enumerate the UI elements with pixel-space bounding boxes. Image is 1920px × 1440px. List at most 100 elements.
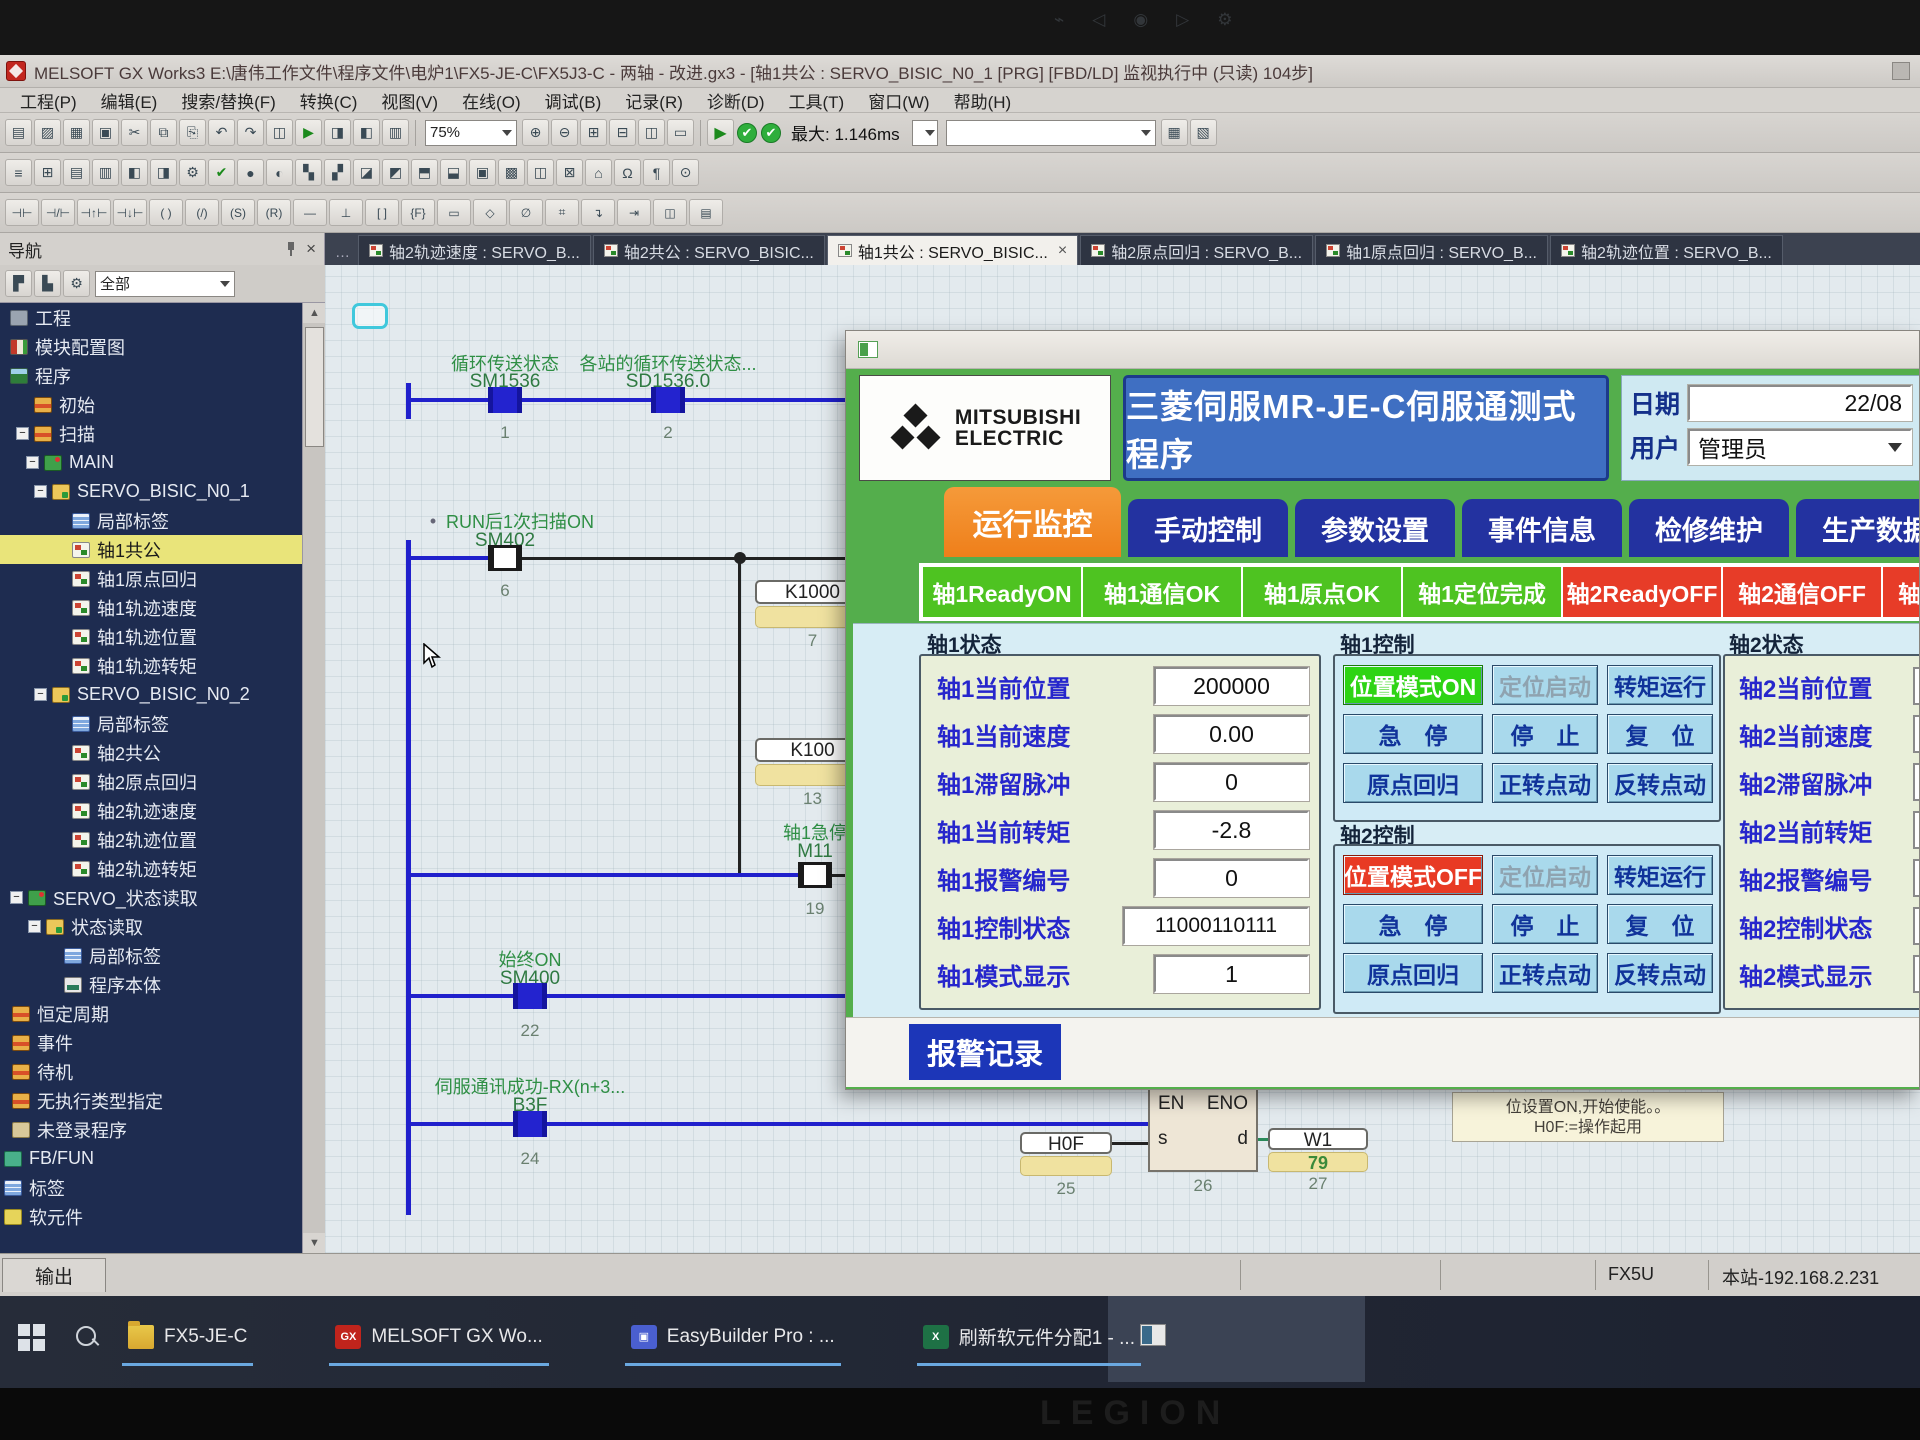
editor-tab[interactable]: 轴1原点回归 : SERVO_B... (1315, 235, 1548, 265)
toolbar-icon[interactable]: ↷ (237, 119, 264, 146)
tree-item[interactable]: 软元件 (0, 1202, 302, 1231)
toolbar-icon[interactable]: ◨ (150, 159, 177, 186)
tree-expander[interactable]: − (16, 427, 29, 440)
editor-tab[interactable]: 轴2共公 : SERVO_BISIC... (592, 235, 825, 265)
hmi-control-button[interactable]: 转矩运行 (1607, 855, 1713, 895)
toolbar-icon[interactable]: ✂ (121, 119, 148, 146)
tree-item[interactable]: 轴2轨迹位置 (0, 825, 302, 854)
ladder-symbol-icon[interactable]: ( ) (149, 199, 183, 226)
scroll-up-icon[interactable]: ▲ (303, 303, 325, 323)
ladder-symbol-icon[interactable]: [ ] (365, 199, 399, 226)
hmi-control-button[interactable]: 急 停 (1343, 904, 1483, 944)
toolbar-icon[interactable]: ◧ (121, 159, 148, 186)
menu-item[interactable]: 编辑(E) (100, 92, 158, 112)
menu-item[interactable]: 记录(R) (625, 92, 683, 112)
toolbar-icon[interactable]: ▥ (92, 159, 119, 186)
taskbar-item[interactable]: X 刷新软元件分配1 - ... (916, 1310, 1141, 1366)
ladder-symbol-icon[interactable]: ▤ (689, 199, 723, 226)
toolbar-icon[interactable]: ⊕ (522, 119, 549, 146)
ladder-symbol-icon[interactable]: ⊣⊢ (5, 199, 39, 226)
contact-sm402[interactable] (488, 545, 522, 571)
tree-item[interactable]: 恒定周期 (0, 999, 302, 1028)
hmi-control-button[interactable]: 位置模式ON (1343, 665, 1483, 705)
gear-icon[interactable]: ⚙ (63, 270, 90, 297)
hmi-control-button[interactable]: 急 停 (1343, 714, 1483, 754)
menu-item[interactable]: 帮助(H) (953, 92, 1012, 112)
tree-item[interactable]: − MAIN (0, 448, 302, 477)
toolbar-icon[interactable]: ◧ (353, 119, 380, 146)
ladder-symbol-icon[interactable]: ⇥ (617, 199, 651, 226)
contact-b3f[interactable] (513, 1111, 547, 1137)
toolbar-icon[interactable]: ⧉ (150, 119, 177, 146)
hmi-control-button[interactable]: 原点回归 (1343, 763, 1483, 803)
ladder-symbol-icon[interactable]: ⊣↓⊢ (113, 199, 147, 226)
tree-item[interactable]: 局部标签 (0, 506, 302, 535)
menu-item[interactable]: 搜索/替换(F) (181, 92, 276, 112)
tree-item[interactable]: − SERVO_状态读取 (0, 883, 302, 912)
toolbar-icon[interactable]: ≡ (5, 159, 32, 186)
menu-item[interactable]: 诊断(D) (706, 92, 765, 112)
watch-combo[interactable] (945, 119, 1156, 146)
hmi-control-button[interactable]: 位置模式OFF (1343, 855, 1483, 895)
menu-item[interactable]: 在线(O) (462, 92, 521, 112)
toolbar-icon[interactable]: ⊟ (609, 119, 636, 146)
toolbar-icon[interactable]: ⚙ (179, 159, 206, 186)
toolbar-icon[interactable]: ▤ (5, 119, 32, 146)
toolbar-icon[interactable]: ⬓ (440, 159, 467, 186)
tree-item[interactable]: 事件 (0, 1028, 302, 1057)
menu-item[interactable]: 工程(P) (20, 92, 77, 112)
toolbar-icon[interactable]: ⊠ (556, 159, 583, 186)
date-field[interactable]: 22/08 (1688, 385, 1912, 421)
toolbar-icon[interactable]: ⌂ (585, 159, 612, 186)
hmi-control-button[interactable]: 正转点动 (1492, 953, 1598, 993)
ladder-symbol-icon[interactable]: — (293, 199, 327, 226)
output-tab[interactable]: 输出 (2, 1258, 106, 1292)
toolbar-icon[interactable]: ⎘ (179, 119, 206, 146)
start-button[interactable] (18, 1324, 46, 1352)
tree-item[interactable]: − SERVO_BISIC_N0_2 (0, 680, 302, 709)
toolbar-icon[interactable]: ▧ (1189, 119, 1217, 146)
taskbar-item[interactable]: ▣ EasyBuilder Pro : ... (624, 1310, 841, 1366)
hmi-control-button[interactable]: 反转点动 (1607, 763, 1713, 803)
tree-item[interactable]: 局部标签 (0, 941, 302, 970)
tree-item[interactable]: 程序 (0, 361, 302, 390)
alarm-record-button[interactable]: 报警记录 (909, 1024, 1061, 1080)
hmi-tab[interactable]: 检修维护 (1629, 499, 1789, 557)
toolbar-icon[interactable]: ▦ (1160, 119, 1188, 146)
toolbar-icon[interactable]: ◫ (266, 119, 293, 146)
toolbar-icon[interactable]: Ω (614, 159, 641, 186)
hmi-control-button[interactable]: 复 位 (1607, 904, 1713, 944)
toolbar-icon[interactable]: ▞ (324, 159, 351, 186)
ladder-symbol-icon[interactable]: ↴ (581, 199, 615, 226)
tree-item[interactable]: 轴1轨迹速度 (0, 593, 302, 622)
tree-item[interactable]: 标签 (0, 1173, 302, 1202)
toolbar-icon[interactable]: ▤ (63, 159, 90, 186)
toolbar-icon[interactable]: ◫ (638, 119, 665, 146)
nav-scrollbar[interactable]: ▲ ▼ (302, 303, 325, 1253)
toolbar-icon[interactable]: ▨ (34, 119, 61, 146)
toolbar-icon[interactable]: ✔ (208, 159, 235, 186)
taskbar-active-window[interactable] (1108, 1296, 1365, 1382)
close-icon[interactable]: × (306, 239, 316, 258)
tree-item[interactable]: 轴2轨迹速度 (0, 796, 302, 825)
toolbar-icon[interactable]: ¶ (643, 159, 670, 186)
hmi-control-button[interactable]: 复 位 (1607, 714, 1713, 754)
tree-item[interactable]: FB/FUN (0, 1144, 302, 1173)
editor-tab[interactable]: 轴2轨迹位置 : SERVO_B... (1549, 235, 1783, 265)
toolbar-icon[interactable]: ▣ (92, 119, 119, 146)
contact-sm400[interactable] (513, 983, 547, 1009)
user-dropdown[interactable]: 管理员 (1688, 429, 1912, 465)
toolbar-icon[interactable]: ◨ (324, 119, 351, 146)
ladder-symbol-icon[interactable]: (/) (185, 199, 219, 226)
scan-time-dropdown[interactable] (911, 119, 938, 146)
nav-view-icon[interactable]: ▙ (34, 270, 61, 297)
hmi-tab[interactable]: 生产数据 (1796, 499, 1919, 557)
toolbar-icon[interactable]: ⊙ (672, 159, 699, 186)
tree-item[interactable]: − 扫描 (0, 419, 302, 448)
pin-icon[interactable] (286, 242, 296, 256)
search-icon[interactable] (76, 1326, 100, 1350)
toolbar-icon[interactable]: ◩ (382, 159, 409, 186)
hmi-control-button[interactable]: 停 止 (1492, 904, 1598, 944)
hmi-control-button[interactable]: 转矩运行 (1607, 665, 1713, 705)
tree-item[interactable]: 未登录程序 (0, 1115, 302, 1144)
